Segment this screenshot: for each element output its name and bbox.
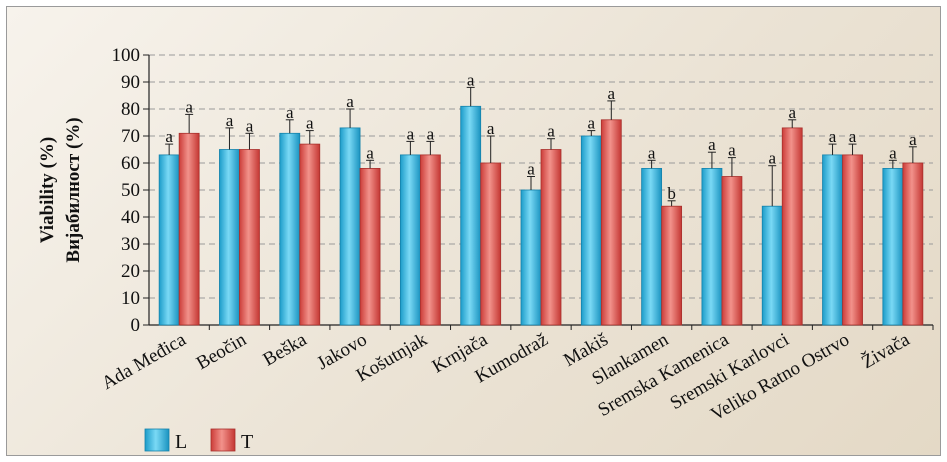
significance-label: a xyxy=(588,114,596,133)
bar-L xyxy=(580,135,602,326)
significance-label: a xyxy=(165,127,173,146)
significance-label: a xyxy=(829,127,837,146)
y-tick-label: 30 xyxy=(121,234,140,255)
significance-label: b xyxy=(667,184,676,203)
legend-label-L: L xyxy=(175,431,187,453)
significance-label: a xyxy=(346,92,354,111)
significance-label: a xyxy=(467,70,475,89)
y-tick-label: 70 xyxy=(121,126,140,147)
y-tick-label: 40 xyxy=(121,207,140,228)
bar-L xyxy=(822,154,843,326)
bar-L xyxy=(399,154,421,326)
legend-label-T: T xyxy=(241,431,253,453)
legend-swatch-L xyxy=(144,428,170,452)
significance-label: a xyxy=(708,135,716,154)
y-tick-label: 80 xyxy=(121,99,140,120)
bar-T xyxy=(600,119,622,326)
bar-T xyxy=(359,167,381,326)
significance-label: a xyxy=(427,124,435,143)
significance-label: a xyxy=(909,130,917,149)
significance-label: a xyxy=(849,127,857,146)
bar-T xyxy=(239,149,260,326)
bar-L xyxy=(158,154,180,326)
bar-L xyxy=(339,127,361,326)
y-tick-label: 100 xyxy=(112,45,141,66)
bar-L xyxy=(219,149,240,326)
x-tick-label: Beška xyxy=(260,329,311,371)
significance-label: a xyxy=(286,103,294,122)
bar-T xyxy=(419,154,441,326)
significance-label: a xyxy=(407,124,415,143)
significance-label: a xyxy=(246,116,254,135)
bar-chart: 0 10 20 30 40 50 60 70 80 90 100 Ada Međica Beočin Be… xyxy=(37,45,934,453)
bar-T xyxy=(178,132,200,326)
bar-L xyxy=(882,167,904,326)
bar-T xyxy=(661,205,683,326)
bar-L xyxy=(701,167,723,326)
chart-frame: 0 10 20 30 40 50 60 70 80 90 100 Ada Međica Beočin Be… xyxy=(6,6,941,456)
y-axis-title-line: Viability (%) xyxy=(37,137,58,243)
significance-label: a xyxy=(185,97,193,116)
significance-label: a xyxy=(306,114,314,133)
bar-T xyxy=(299,143,321,326)
bar-L xyxy=(279,132,301,326)
significance-label: a xyxy=(728,141,736,160)
y-axis-title-line: Вијабилност (%) xyxy=(63,117,84,262)
significance-label: a xyxy=(608,84,616,103)
significance-label: a xyxy=(366,143,374,162)
y-tick-label: 10 xyxy=(121,288,140,309)
bar-L xyxy=(460,105,482,326)
y-tick-label: 50 xyxy=(121,180,140,201)
y-axis-label: Viability (%) Вијабилност (%) xyxy=(37,117,84,262)
bar-L xyxy=(761,205,783,326)
significance-label: a xyxy=(889,143,897,162)
significance-label: a xyxy=(648,143,656,162)
significance-label: a xyxy=(768,149,776,168)
bar-T xyxy=(842,154,863,326)
y-tick-label: 0 xyxy=(131,315,141,336)
bar-L xyxy=(641,167,663,326)
significance-label: a xyxy=(527,160,535,179)
legend-swatch-T xyxy=(210,428,236,452)
y-tick-label: 20 xyxy=(121,261,140,282)
x-tick-label: Beočin xyxy=(193,329,251,374)
bar-L xyxy=(520,189,542,326)
significance-label: a xyxy=(788,103,796,122)
bar-T xyxy=(902,162,924,326)
y-tick-label: 60 xyxy=(121,153,140,174)
bar-T xyxy=(540,149,562,326)
x-tick-label: Ada Međica xyxy=(98,329,190,394)
bar-T xyxy=(480,162,502,326)
significance-label: a xyxy=(487,119,495,138)
significance-label: a xyxy=(226,111,234,130)
bar-T xyxy=(781,127,803,326)
x-tick-label: Živača xyxy=(858,328,914,373)
y-tick-label: 90 xyxy=(121,72,140,93)
significance-label: a xyxy=(547,122,555,141)
bar-T xyxy=(721,176,743,326)
